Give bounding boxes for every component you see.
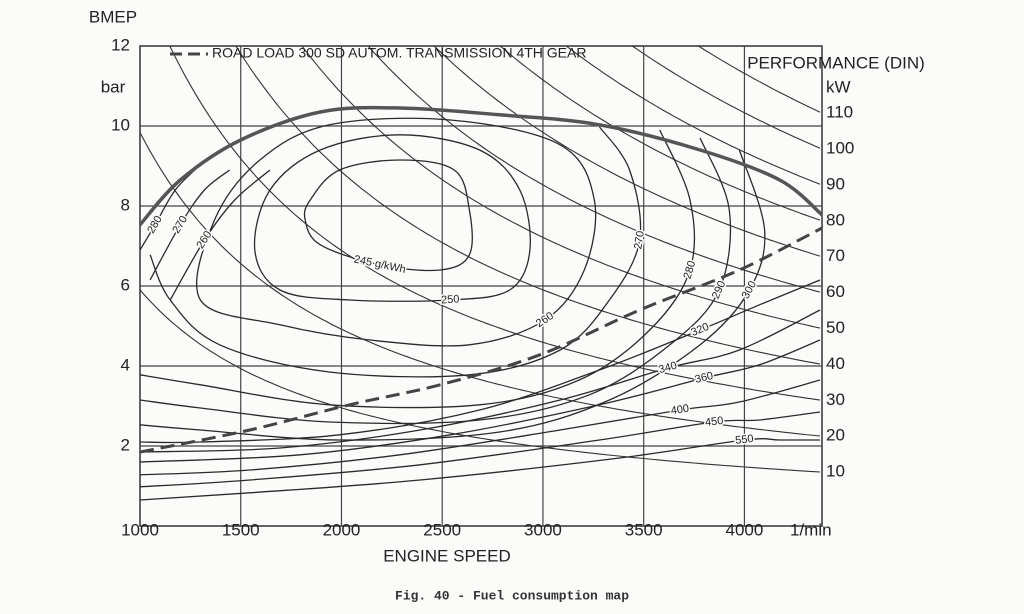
x-tick-label: 2500 [423,520,461,539]
y2-tick-label: 90 [826,174,845,193]
contour-label: 280 [681,259,698,280]
contour-label: 270 [170,214,190,236]
y-tick-label: 10 [111,115,130,134]
contour-line [140,137,732,425]
y-tick-label: 12 [111,35,130,54]
contour-label: 300 [740,279,759,301]
contour-label: 260 [534,310,556,330]
contour-label: 320 [689,321,711,339]
power-line [169,46,821,401]
y2-tick-label: 60 [826,282,845,301]
x-tick-label: 1500 [222,520,260,539]
legend-label: ROAD LOAD 300 SD AUTOM. TRANSMISSION 4TH… [212,45,586,61]
power-line [433,46,821,257]
y-axis-title: BMEP [89,7,137,26]
power-line [697,46,821,113]
contour-label: 450 [704,415,724,429]
contour-line [196,117,597,347]
power-line [565,46,821,185]
y-tick-label: 4 [121,355,130,374]
x-tick-label: 2000 [323,520,361,539]
contour-label: 245 g/kWh [353,253,407,276]
y2-tick-label: 50 [826,318,845,337]
y2-axis-unit: kW [826,77,851,96]
contour-label: 550 [735,433,755,447]
y2-tick-label: 80 [826,210,845,229]
full-load-curve [140,105,822,226]
contour-line [140,379,821,476]
contour-line [149,126,642,378]
y2-tick-label: 70 [826,246,845,265]
contour-line [140,164,201,251]
contour-line [303,159,473,272]
y-tick-label: 2 [121,435,130,454]
contour-label: 400 [670,403,690,418]
y2-axis-title: PERFORMANCE (DIN) [747,53,925,72]
x-tick-label: 3000 [524,520,562,539]
contour-label: 340 [657,360,678,376]
grid [140,46,822,526]
contour-label: 250 [441,293,460,306]
contour-line [140,309,821,453]
road-load-curve [140,226,822,454]
y-tick-label: 8 [121,195,130,214]
contour-label: 360 [694,370,715,386]
contour-line [149,169,231,281]
y2-tick-label: 40 [826,354,845,373]
contour-line [140,438,820,501]
y2-tick-label: 10 [826,462,845,481]
caption: Fig. 40 - Fuel consumption map [395,588,629,603]
x-tick-label: 3500 [625,520,663,539]
x-tick-label: 1000 [121,520,159,539]
power-line [301,46,821,329]
contour-line [140,149,766,441]
contour-label: 260 [194,229,214,251]
y2-tick-label: 110 [826,103,853,122]
contour-line [140,129,696,409]
power-line [140,289,821,473]
curves [140,105,822,501]
contour-line [169,169,271,301]
x-tick-label: 4000 [726,520,764,539]
labels: 1000 1500 2000 2500 3000 3500 4000 2 4 6 8 10 12 10 20… [111,35,854,539]
power-line [631,46,821,149]
y-axis-unit: bar [101,77,126,96]
contour-line [140,411,821,488]
y2-tick-label: 100 [826,139,854,158]
contour-label: 270 [632,230,647,250]
y-tick-label: 6 [121,275,130,294]
power-line [499,46,821,221]
contour-line [140,339,821,463]
y2-tick-label: 20 [826,426,845,445]
power-line [367,46,821,293]
y2-tick-label: 30 [826,390,845,409]
x-axis-unit: 1/min [790,520,832,539]
x-axis-title: ENGINE SPEED [383,546,511,565]
contour-line [140,279,821,444]
contour-line [253,134,531,302]
